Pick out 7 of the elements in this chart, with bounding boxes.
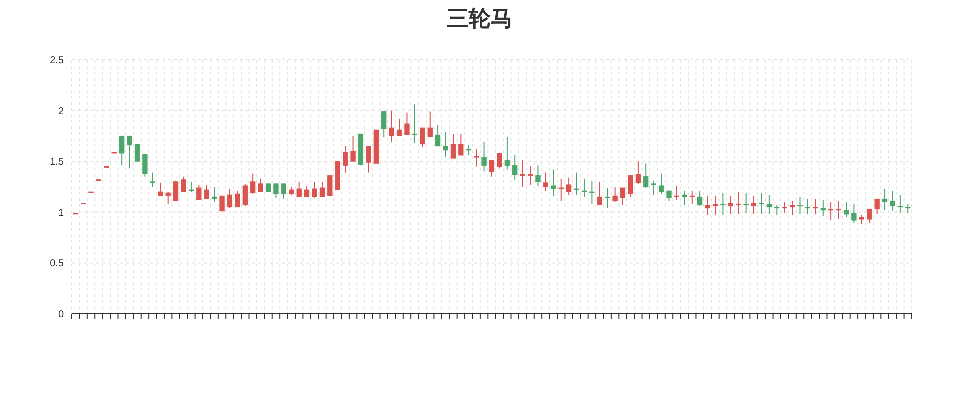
y-tick-label: 2.5 xyxy=(50,56,64,66)
chart-title: 三轮马 xyxy=(447,6,513,31)
y-tick-label: 1 xyxy=(58,208,64,219)
y-tick-label: 0 xyxy=(58,310,64,320)
y-tick-label: 1.5 xyxy=(50,157,64,168)
y-tick-label: 2 xyxy=(58,106,64,118)
y-tick-label: 0.5 xyxy=(50,258,64,270)
